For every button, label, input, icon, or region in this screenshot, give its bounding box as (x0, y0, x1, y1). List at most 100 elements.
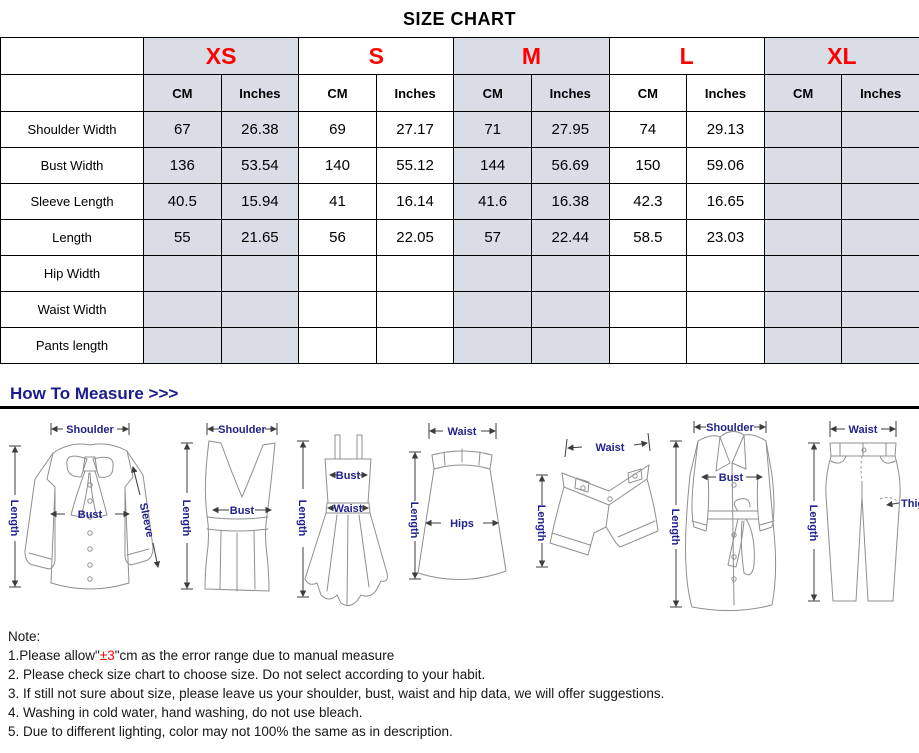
value-cell: 74 (608, 111, 688, 148)
length-label: Length (296, 500, 308, 537)
note-line-4: 4. Washing in cold water, hand washing, … (8, 705, 363, 720)
pants-diagram: Waist Length Thigh (807, 421, 919, 602)
row-label: Waist Width (0, 291, 144, 328)
value-cell: 56.69 (530, 147, 610, 184)
waist-label: Waist (595, 442, 624, 454)
value-cell (686, 327, 765, 364)
value-cell: 136 (143, 147, 222, 184)
value-cell: 16.38 (530, 183, 610, 220)
table-row: Shoulder Width 67 26.38 69 27.17 71 27.95 74 29.… (0, 111, 919, 148)
error-range-value: ±3 (99, 648, 115, 663)
unit-header-inches: Inches (530, 74, 610, 112)
value-cell: 58.5 (608, 219, 688, 256)
row-label: Length (0, 219, 144, 256)
unit-header-cm: CM (453, 74, 532, 112)
value-cell (763, 255, 843, 292)
value-cell: 22.05 (375, 219, 455, 256)
value-cell (763, 183, 843, 220)
bust-label: Bust (230, 505, 255, 517)
note-line-2: 2. Please check size chart to choose siz… (8, 667, 486, 682)
value-cell: 55.12 (375, 147, 455, 184)
value-cell: 23.03 (686, 219, 765, 256)
measure-diagrams: Shoulder Length Bust Sleeve (0, 413, 919, 619)
length-label: Length (535, 505, 547, 542)
bust-label: Bust (719, 472, 744, 484)
unit-header-inches: Inches (841, 74, 919, 112)
value-cell: 57 (453, 219, 532, 256)
value-cell: 26.38 (220, 111, 300, 148)
value-cell: 15.94 (220, 183, 300, 220)
unit-header-cm: CM (608, 74, 688, 112)
value-cell (298, 327, 377, 364)
value-cell (220, 255, 300, 292)
value-cell (143, 291, 222, 328)
length-label: Length (408, 502, 420, 539)
row-label: Hip Width (0, 255, 144, 292)
note-line-1: 1.Please allow"±3"cm as the error range … (8, 648, 395, 663)
divider-line (0, 406, 919, 409)
value-cell (143, 255, 222, 292)
length-label: Length (180, 500, 192, 537)
value-cell (143, 327, 222, 364)
waist-label: Waist (848, 424, 877, 436)
shoulder-label: Shoulder (218, 424, 266, 436)
size-chart-table: XS S M L XL CM Inches CM Inches CM Inche… (0, 37, 919, 364)
row-label: Pants length (0, 327, 144, 364)
value-cell: 22.44 (530, 219, 610, 256)
value-cell (841, 111, 919, 148)
table-row: Pants length (0, 327, 919, 364)
sleeve-label: Sleeve (137, 502, 156, 539)
value-cell (298, 291, 377, 328)
waist-label: Waist (334, 503, 363, 515)
skirt-diagram: Waist Length Hips (408, 423, 507, 580)
size-header-s: S (298, 37, 455, 75)
table-row: Length 55 21.65 56 22.05 57 22.44 58.5 23.03 (0, 219, 919, 256)
size-header-l: L (608, 37, 765, 75)
value-cell (608, 327, 688, 364)
shoulder-label: Shoulder (66, 424, 114, 436)
row-label: Shoulder Width (0, 111, 144, 148)
size-header-m: M (453, 37, 610, 75)
bust-label: Bust (78, 509, 103, 521)
value-cell: 40.5 (143, 183, 222, 220)
how-to-measure-heading: How To Measure >>> (10, 384, 179, 403)
bust-label: Bust (336, 470, 361, 482)
value-cell: 29.13 (686, 111, 765, 148)
value-cell: 16.65 (686, 183, 765, 220)
value-cell: 41 (298, 183, 377, 220)
value-cell: 53.54 (220, 147, 300, 184)
value-cell (298, 255, 377, 292)
value-cell (530, 327, 610, 364)
table-row: Waist Width (0, 291, 919, 328)
table-row: Hip Width (0, 255, 919, 292)
value-cell (841, 147, 919, 184)
value-cell (763, 219, 843, 256)
value-cell (608, 255, 688, 292)
row-label: Sleeve Length (0, 183, 144, 220)
value-cell (841, 219, 919, 256)
value-cell: 27.95 (530, 111, 610, 148)
value-cell (763, 291, 843, 328)
length-label: Length (8, 500, 20, 537)
unit-header-inches: Inches (375, 74, 455, 112)
corner-cell (0, 37, 144, 75)
size-header-row: XS S M L XL (0, 37, 919, 75)
value-cell: 55 (143, 219, 222, 256)
value-cell (375, 291, 455, 328)
notes-header: Note: (8, 629, 41, 644)
corner-cell (0, 74, 144, 112)
size-header-xl: XL (763, 37, 919, 75)
table-row: Bust Width 136 53.54 140 55.12 144 56.69 150 59.… (0, 147, 919, 184)
coat-diagram: Shoulder Length Bust (669, 421, 776, 612)
length-label: Length (669, 509, 681, 546)
value-cell: 59.06 (686, 147, 765, 184)
unit-header-inches: Inches (220, 74, 300, 112)
unit-header-row: CM Inches CM Inches CM Inches CM Inches … (0, 74, 919, 112)
unit-header-cm: CM (298, 74, 377, 112)
table-row: Sleeve Length 40.5 15.94 41 16.14 41.6 16.38 42… (0, 183, 919, 220)
hips-label: Hips (451, 518, 475, 530)
value-cell: 56 (298, 219, 377, 256)
value-cell (375, 255, 455, 292)
note-line-5: 5. Due to different lighting, color may … (8, 724, 453, 739)
value-cell (220, 291, 300, 328)
